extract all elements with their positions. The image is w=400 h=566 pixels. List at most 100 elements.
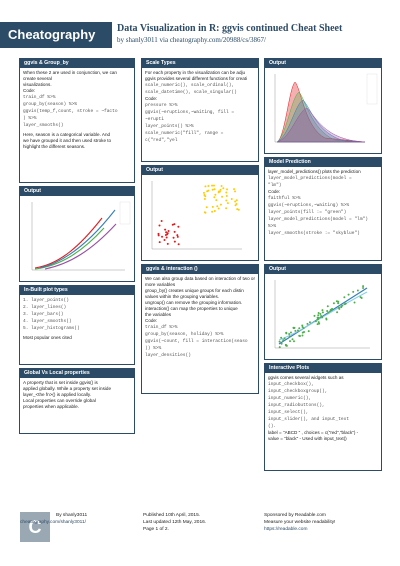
scatter-point — [321, 311, 324, 314]
author-url-link[interactable]: cheatography.com/shanly3011/ — [20, 520, 86, 525]
text-line: Local properties can override global — [23, 398, 96, 403]
ggvis-interaction-section: ggvis & interaction () We can also group… — [141, 264, 259, 394]
list-item: 2. layer_lines() — [23, 305, 67, 310]
scatter-point — [222, 187, 225, 190]
code-line: layer_points() %>% — [145, 124, 194, 129]
code-line: )) %>% — [145, 346, 162, 351]
model-prediction-plot — [274, 280, 370, 349]
legend-box — [366, 73, 378, 105]
text-line: applied globally. While a property set i… — [23, 386, 112, 391]
text-line: values within the grouping variables. — [145, 294, 220, 299]
scatter-point — [234, 204, 237, 207]
output-section-2: Output — [141, 165, 259, 261]
text-line: label = "ABCD " , choices = c("red","bla… — [268, 430, 359, 435]
code-line: group_by(season) %>% — [23, 102, 78, 107]
code-line: input_slider(), and input_text — [268, 417, 350, 422]
scatter-point — [316, 318, 319, 321]
text-line: ggvis provides several different functio… — [145, 76, 248, 81]
scatter-point — [161, 235, 164, 238]
scatter-point — [317, 321, 320, 324]
page-footer: C By shanly3011 Published 10th April, 20… — [0, 506, 400, 566]
scatter-point — [219, 188, 222, 191]
code-line: "lm") — [268, 183, 282, 188]
sponsor-link[interactable]: https://readable.com — [264, 527, 308, 532]
scatter-point — [352, 290, 355, 293]
scatter-point — [167, 229, 170, 232]
text-line: ungroup() can remove the grouping inform… — [145, 300, 243, 305]
sponsor-label[interactable]: Sponsored by Readable.com — [264, 513, 326, 518]
scatter-point — [343, 303, 346, 306]
scatter-point — [316, 323, 319, 326]
scatter-point — [301, 326, 304, 329]
code-line: scale_datetime(), scale_singular() — [145, 90, 237, 95]
scatter-point — [289, 331, 292, 334]
global-local-section: Global Vs Local properties A property th… — [19, 368, 135, 434]
scatter-point — [316, 316, 319, 319]
scatter-point — [211, 184, 214, 187]
density-area — [276, 81, 366, 143]
scatter-point — [203, 211, 206, 214]
inbuilt-plot-types-section: In-Built plot types 1. layer_points() 2.… — [19, 285, 135, 365]
text-line: We can also group data based on interact… — [145, 276, 255, 287]
code-line: faithful %>% — [268, 196, 301, 201]
scatter-point — [336, 311, 339, 314]
scatter-point — [278, 346, 281, 349]
cheatography-logo[interactable]: Cheatography — [0, 22, 112, 48]
scatter-point — [292, 326, 295, 329]
code-line: layer_model_predictions(model = — [268, 176, 352, 181]
cheatography-c-logo: C — [20, 512, 50, 542]
scatter-point — [356, 289, 359, 292]
section-title: Global Vs Local properties — [20, 369, 134, 378]
scatter-point — [172, 236, 175, 239]
code-line: pressure %>% — [145, 103, 178, 108]
scatter-point — [337, 302, 340, 305]
section-title: Output — [265, 59, 381, 68]
section-title: Interactive Plots — [265, 364, 381, 373]
section-title: Scale Types — [142, 59, 258, 68]
author-label[interactable]: By shanly3011 — [56, 513, 88, 518]
scatter-point — [160, 220, 163, 223]
list-item: 4. layer_smooths() — [23, 319, 72, 324]
code-line: layer_smooths(stroke := "skyblue") — [268, 231, 360, 236]
scatter-point — [205, 206, 208, 209]
text-line: value = "black" - Used with input_text() — [268, 436, 347, 441]
scatter-point — [288, 332, 291, 335]
code-line: scale_numeric(), scale_ordinal(), — [145, 83, 235, 88]
scale-types-section: Scale Types For each property in the vis… — [141, 58, 259, 162]
section-title: ggvis & interaction () — [142, 265, 258, 274]
scatter-point — [211, 188, 214, 191]
scatter-point — [211, 210, 214, 213]
text-line: highlight the different seasons. — [23, 144, 86, 149]
scatter-point — [320, 315, 323, 318]
scatter-point — [327, 311, 330, 314]
text-line: When these 2 are used in conjunction, we… — [23, 70, 117, 81]
series-line — [39, 209, 116, 269]
scatter-point — [301, 331, 304, 334]
text-line: Most popular ones cited — [23, 335, 72, 340]
scatter-point — [298, 327, 301, 330]
scatter-point — [280, 342, 283, 345]
scatter-point — [278, 340, 281, 343]
page-subtitle[interactable]: by shanly3011 via cheatography.com/20988… — [117, 36, 266, 44]
scatter-point — [204, 185, 207, 188]
scatter-point — [217, 207, 220, 210]
code-line: input_select(), — [268, 410, 309, 415]
scatter-point — [318, 322, 321, 325]
scatter-point — [173, 240, 176, 243]
text-line: group_by() creates unique groups for eac… — [145, 288, 244, 293]
section-title: ggvis & Group_by — [20, 59, 134, 68]
scatter-point — [211, 205, 214, 208]
scatter-point — [280, 336, 283, 339]
scatter-point — [158, 241, 161, 244]
scatter-point — [163, 238, 166, 241]
scatter-point — [362, 287, 365, 290]
scatter-point — [176, 235, 179, 238]
text-line: visualizations. — [23, 82, 52, 87]
output-section-3: Output — [264, 58, 382, 154]
code-line: layer_points(fill := "green") — [268, 210, 347, 215]
scatter-point — [173, 230, 176, 233]
scatter-point — [332, 302, 335, 305]
regression-line — [278, 287, 368, 345]
scatter-point — [337, 300, 340, 303]
text-line: ggvis comes several widgets such as — [268, 375, 344, 380]
